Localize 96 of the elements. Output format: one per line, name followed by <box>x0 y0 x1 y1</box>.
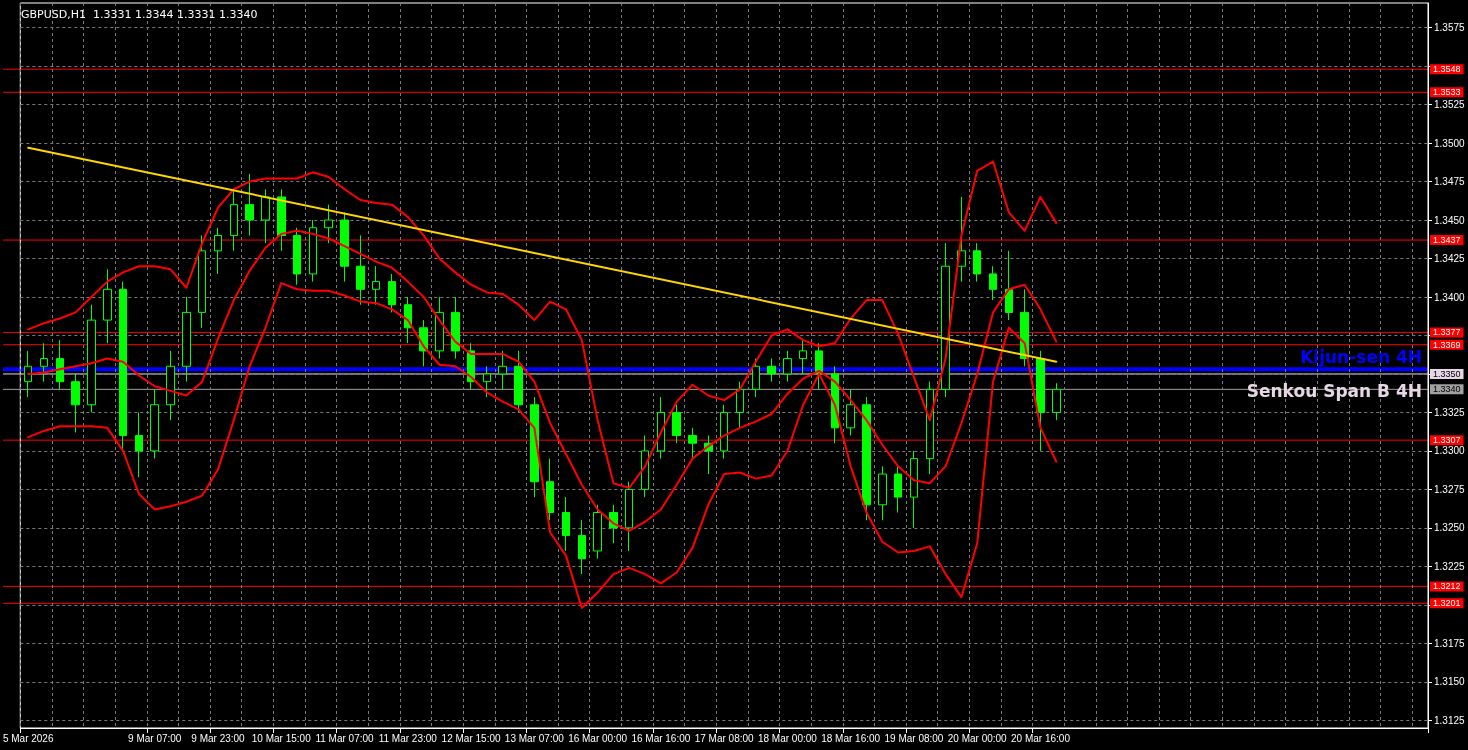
x-tick-label: 5 Mar 2026 <box>2 732 54 744</box>
y-tick-label: 1.3175 <box>1434 637 1466 649</box>
candlestick <box>546 458 554 521</box>
ref-line-label: 1.3548 <box>1433 64 1461 75</box>
x-tick-label: 11 Mar 07:00 <box>315 732 375 744</box>
x-tick-label: 9 Mar 07:00 <box>128 732 182 744</box>
candlestick <box>736 381 744 429</box>
candlestick <box>894 465 902 513</box>
ref-line-label: 1.3350 <box>1433 368 1461 379</box>
candlestick <box>625 481 633 552</box>
candlestick <box>562 496 570 552</box>
y-tick-label: 1.3125 <box>1434 714 1466 726</box>
candlestick <box>150 388 159 460</box>
x-tick-label: 16 Mar 00:00 <box>568 732 628 744</box>
candlestick <box>24 350 32 398</box>
candlestick <box>451 296 460 360</box>
ref-line-label: 1.3340 <box>1433 384 1461 395</box>
candlestick <box>973 242 981 283</box>
x-tick-label: 11 Mar 23:00 <box>378 732 438 744</box>
ref-line-label: 1.3201 <box>1433 598 1461 609</box>
x-tick-label: 20 Mar 16:00 <box>1011 732 1071 744</box>
x-tick-label: 10 Mar 15:00 <box>251 732 312 744</box>
y-tick-label: 1.3575 <box>1434 22 1466 34</box>
y-tick-label: 1.3450 <box>1434 214 1466 226</box>
y-tick-label: 1.3300 <box>1434 445 1466 457</box>
candlestick <box>989 265 997 301</box>
candlestick <box>324 204 333 244</box>
x-tick-label: 20 Mar 00:00 <box>947 732 1008 744</box>
candlestick <box>910 450 918 529</box>
candlestick <box>1005 250 1013 321</box>
ref-line-label: 1.3307 <box>1433 435 1461 446</box>
y-tick-label: 1.3500 <box>1434 137 1466 149</box>
candlestick <box>783 350 792 383</box>
y-tick-label: 1.3250 <box>1434 522 1466 534</box>
candlestick <box>672 404 681 444</box>
candlestick <box>435 296 444 360</box>
candlestick <box>261 188 270 244</box>
candlestick <box>245 173 254 236</box>
y-tick-label: 1.3475 <box>1434 176 1466 188</box>
ref-line-label: 1.3212 <box>1433 581 1461 592</box>
candlestick <box>372 265 380 306</box>
candlestick <box>483 365 491 398</box>
y-tick-label: 1.3325 <box>1434 406 1466 418</box>
x-tick-label: 18 Mar 16:00 <box>821 732 881 744</box>
candlestick <box>135 411 143 478</box>
candlestick <box>166 350 175 421</box>
candlestick <box>593 504 602 560</box>
candlestick <box>356 234 365 306</box>
y-tick-label: 1.3525 <box>1434 99 1466 111</box>
candlestick <box>862 396 871 521</box>
ref-line-label: 1.3533 <box>1433 87 1461 98</box>
candlestick <box>182 296 191 383</box>
candlestick <box>1052 382 1061 421</box>
candlestick <box>498 350 507 390</box>
candlestick <box>846 388 855 437</box>
x-tick-label: 16 Mar 16:00 <box>631 732 691 744</box>
candlestick <box>578 519 586 575</box>
candlestick <box>514 350 523 413</box>
x-tick-label: 9 Mar 23:00 <box>191 732 246 744</box>
candlestick <box>799 339 807 375</box>
ref-line-label: 1.3437 <box>1433 235 1461 246</box>
candlestick <box>309 219 317 283</box>
candlestick <box>40 342 48 383</box>
x-tick-label: 19 Mar 08:00 <box>884 732 944 744</box>
y-tick-label: 1.3400 <box>1434 291 1466 303</box>
candlestick <box>688 427 697 460</box>
text: GBPUSD,H1 1.3331 1.3344 1.3331 1.3340 <box>21 8 258 21</box>
x-tick-label: 17 Mar 08:00 <box>694 732 755 744</box>
ref-line-label: 1.3369 <box>1433 339 1461 350</box>
y-tick-label: 1.3275 <box>1434 483 1466 495</box>
x-tick-label: 18 Mar 00:00 <box>757 732 818 744</box>
y-tick-label: 1.3425 <box>1434 253 1466 265</box>
candlestick <box>87 304 96 413</box>
annotation: Kijun-sen 4H <box>1300 346 1422 367</box>
x-tick-label: 13 Mar 07:00 <box>504 732 565 744</box>
candlestick <box>56 339 64 390</box>
candlestick <box>878 465 887 521</box>
candlestick <box>752 358 760 398</box>
candlestick <box>815 342 823 390</box>
candlestick <box>103 268 112 344</box>
ref-line-label: 1.3377 <box>1433 327 1461 338</box>
candlestick <box>767 358 776 383</box>
y-tick-label: 1.3150 <box>1434 676 1466 688</box>
candlestick <box>926 381 934 475</box>
candlestick <box>1036 350 1045 452</box>
candlestick <box>293 227 301 286</box>
candlestick <box>641 435 649 498</box>
x-tick-label: 12 Mar 15:00 <box>441 732 501 744</box>
candlestick <box>71 373 80 433</box>
y-tick-label: 1.3225 <box>1434 560 1466 572</box>
candlestick <box>720 404 728 460</box>
candlestick <box>277 188 286 252</box>
candlestick <box>388 273 396 313</box>
candlestick <box>230 188 238 252</box>
candlestick <box>214 227 222 275</box>
candlestick <box>198 234 206 329</box>
